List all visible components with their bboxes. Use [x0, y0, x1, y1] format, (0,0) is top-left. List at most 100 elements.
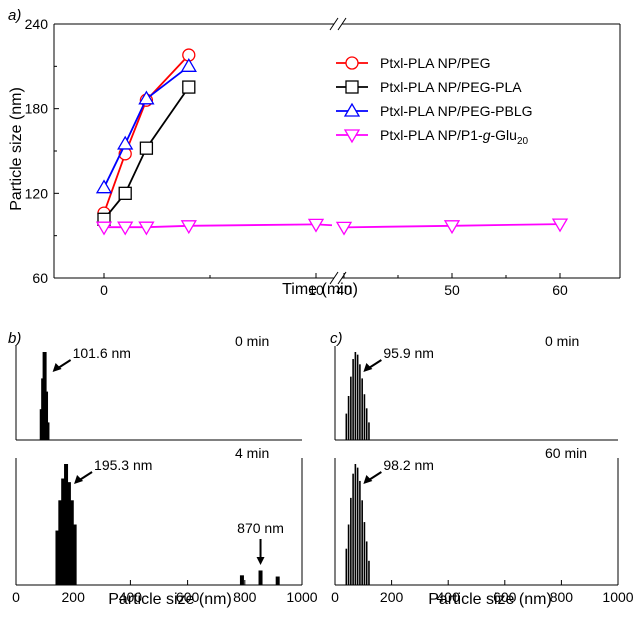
- histogram-bar: [368, 560, 370, 585]
- histogram-bar: [347, 524, 350, 585]
- panel-a-ylabel: Particle size (nm): [8, 87, 25, 211]
- peak-arrowhead: [363, 475, 373, 484]
- time-label: 0 min: [235, 333, 269, 349]
- panel-c-xtick-label: 200: [380, 589, 404, 605]
- histogram-bar: [61, 478, 66, 585]
- data-point: [182, 80, 196, 94]
- panel-b-xtick-label: 1000: [286, 589, 317, 605]
- panel-a-ytick-label: 60: [32, 270, 48, 286]
- axis-break-mark: [337, 271, 347, 285]
- histogram-bar: [69, 500, 74, 585]
- axis-break-mark: [329, 17, 339, 31]
- panel-a-ytick-label: 240: [25, 16, 49, 32]
- data-point: [117, 135, 134, 150]
- histogram-bar: [359, 364, 361, 440]
- histogram-bar: [275, 576, 280, 585]
- histogram-bar: [239, 575, 244, 585]
- histogram-bar: [356, 354, 359, 440]
- legend-label: Ptxl-PLA NP/P1-g-Glu20: [380, 127, 529, 147]
- panel-a-ytick-label: 120: [25, 185, 49, 201]
- legend: Ptxl-PLA NP/PEG Ptxl-PLA NP/PEG-PLA Ptxl-P…: [336, 55, 533, 147]
- panel-c: c) Particle size (nm) 0 200 400 600 800 1000 0…: [330, 330, 633, 608]
- histogram-bar: [350, 376, 352, 440]
- histogram-bar: [368, 422, 370, 440]
- panel-b-xtick-label: 0: [12, 589, 20, 605]
- histogram-bar: [45, 422, 50, 440]
- panel-b-xtick-label: 800: [233, 589, 257, 605]
- histogram-bar: [354, 352, 357, 440]
- legend-item: Ptxl-PLA NP/PEG: [336, 55, 490, 71]
- legend-item: Ptxl-PLA NP/P1-g-Glu20: [336, 127, 529, 147]
- panel-a-xlabel: Time (min): [282, 281, 358, 298]
- panel-a-xtick-label: 60: [552, 282, 568, 298]
- panel-c-xtick-label: 0: [331, 589, 339, 605]
- panel-b: b) Particle size (nm) 0 200 400 600 800 1000 0…: [8, 330, 318, 608]
- peak-arrowhead: [52, 363, 62, 372]
- legend-label: Ptxl-PLA NP/PEG-PLA: [380, 79, 522, 95]
- histogram-bar: [66, 482, 71, 585]
- panel-b-tag: b): [8, 330, 21, 347]
- histogram-bar: [352, 359, 354, 440]
- histogram-bar: [354, 464, 357, 585]
- histogram-bar: [55, 530, 60, 585]
- histogram-bar: [347, 396, 350, 440]
- data-point: [138, 90, 155, 105]
- panel-c-xlabel: Particle size (nm): [428, 591, 552, 608]
- data-point: [138, 221, 155, 236]
- series-3: [95, 58, 197, 194]
- histogram-bar: [365, 541, 368, 585]
- panel-c-xtick-label: 1000: [602, 589, 633, 605]
- data-point: [180, 220, 197, 235]
- legend-marker: [345, 80, 359, 94]
- panel-c-tag: c): [330, 330, 343, 347]
- histogram-bar: [58, 500, 63, 585]
- secondary-peak-label: 870 nm: [237, 520, 284, 536]
- histogram-bar: [359, 480, 361, 585]
- peak-arrowhead: [74, 475, 84, 484]
- data-point: [335, 221, 353, 236]
- legend-item: Ptxl-PLA NP/PEG-PLA: [336, 79, 522, 95]
- histogram-bar: [361, 378, 363, 440]
- panel-a-xtick-label: 10: [308, 282, 324, 298]
- histogram-bar: [350, 497, 352, 585]
- data-point: [551, 218, 569, 233]
- panel-b-subplot-1: 0 min 101.6 nm: [39, 333, 269, 440]
- data-point: [95, 179, 113, 194]
- panel-b-subplot-2: 4 min 195.3 nm 870 nm: [55, 445, 284, 585]
- peak-label: 95.9 nm: [383, 345, 434, 361]
- panel-a: a) Particle size (nm) Time (min) 60 120 18…: [8, 7, 621, 298]
- histogram-bar: [361, 500, 363, 585]
- panel-b-xtick-label: 200: [62, 589, 86, 605]
- peak-label: 98.2 nm: [383, 457, 434, 473]
- legend-label: Ptxl-PLA NP/PEG-PBLG: [380, 103, 533, 119]
- histogram-bar: [363, 522, 366, 585]
- panel-a-xtick-label: 0: [100, 282, 108, 298]
- histogram-bar: [365, 408, 368, 440]
- data-point: [95, 221, 113, 236]
- peak-arrowhead: [363, 363, 373, 372]
- series-line: [104, 223, 317, 229]
- series-1: [97, 48, 196, 220]
- axis-break-mark: [337, 17, 347, 31]
- series-line: [103, 86, 190, 220]
- panel-c-xtick-label: 400: [437, 589, 461, 605]
- histogram-bar: [345, 413, 348, 440]
- panel-a-xtick-label: 40: [336, 282, 352, 298]
- panel-b-xtick-label: 400: [119, 589, 143, 605]
- histogram-bar: [258, 570, 263, 585]
- data-point: [117, 221, 134, 236]
- legend-label: Ptxl-PLA NP/PEG: [380, 55, 490, 71]
- panel-b-xtick-label: 600: [176, 589, 200, 605]
- panel-a-tag: a): [8, 7, 21, 24]
- legend-marker: [345, 56, 359, 70]
- data-point: [307, 218, 325, 233]
- time-label: 4 min: [235, 445, 269, 461]
- histogram-bar: [352, 473, 354, 585]
- histogram-bar: [64, 464, 69, 585]
- data-point: [443, 220, 461, 235]
- peak-label: 101.6 nm: [73, 345, 131, 361]
- panel-c-subplot-2: 60 min 98.2 nm: [345, 445, 587, 585]
- axis-break-mark: [329, 271, 339, 285]
- histogram-bar: [72, 524, 77, 585]
